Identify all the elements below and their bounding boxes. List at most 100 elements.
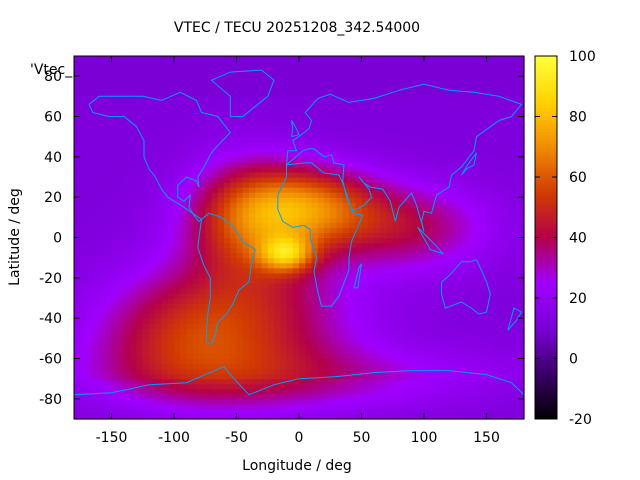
heat-cell: [155, 338, 163, 344]
heat-cell: [374, 96, 381, 102]
heat-cell: [436, 333, 444, 339]
heat-cell: [155, 96, 163, 102]
heat-cell: [430, 101, 438, 108]
heat-cell: [242, 403, 250, 410]
heat-cell: [455, 318, 463, 324]
heat-cell: [317, 141, 325, 148]
heat-cell: [249, 101, 256, 108]
heat-cell: [455, 151, 463, 158]
heat-cell: [130, 292, 138, 299]
heat-cell: [286, 81, 294, 87]
heat-cell: [436, 323, 444, 329]
heat-cell: [255, 91, 263, 97]
heat-cell: [274, 166, 281, 173]
heat-cell: [436, 202, 444, 208]
heat-cell: [186, 413, 194, 420]
heat-cell: [249, 353, 256, 360]
heat-cell: [430, 262, 438, 269]
heat-cell: [261, 408, 269, 415]
heat-cell: [455, 76, 463, 82]
heat-cell: [205, 81, 213, 87]
heat-cell: [286, 202, 294, 208]
heat-cell: [392, 202, 400, 208]
heat-cell: [86, 378, 94, 385]
heat-cell: [86, 187, 94, 193]
heat-cell: [305, 413, 313, 420]
heat-cell: [86, 247, 94, 254]
heat-cell: [236, 151, 244, 158]
heat-cell: [124, 262, 131, 269]
heat-cell: [474, 161, 481, 168]
heat-cell: [486, 287, 494, 294]
heat-cell: [336, 363, 344, 370]
heat-cell: [286, 131, 294, 138]
heat-cell: [99, 363, 106, 370]
heat-cell: [80, 131, 88, 138]
heat-cell: [111, 161, 119, 168]
heat-cell: [349, 222, 356, 229]
heat-cell: [392, 166, 400, 173]
heat-cell: [236, 318, 244, 324]
heat-cell: [161, 398, 169, 405]
heat-cell: [236, 272, 244, 279]
heat-cell: [474, 313, 481, 319]
heat-cell: [205, 287, 213, 294]
heat-cell: [74, 61, 81, 67]
heat-cell: [117, 308, 125, 314]
heat-cell: [311, 81, 319, 87]
heat-cell: [180, 257, 188, 264]
heat-cell: [74, 348, 81, 355]
heat-cell: [149, 187, 156, 193]
heat-cell: [349, 56, 356, 62]
heat-cell: [292, 161, 300, 168]
heat-cell: [142, 66, 150, 72]
heat-cell: [186, 136, 194, 143]
heat-cell: [405, 338, 413, 344]
heat-cell: [480, 66, 488, 72]
heat-cell: [255, 232, 263, 239]
heat-cell: [330, 76, 338, 82]
heat-cell: [480, 298, 488, 304]
heat-cell: [261, 328, 269, 334]
heat-cell: [336, 413, 344, 420]
heat-cell: [124, 393, 131, 400]
heat-cell: [186, 131, 194, 138]
heat-cell: [92, 328, 100, 334]
heat-cell: [305, 101, 313, 108]
heat-cell: [224, 121, 231, 128]
heat-cell: [324, 328, 331, 334]
heat-cell: [111, 237, 119, 244]
heat-cell: [130, 141, 138, 148]
heat-cell: [342, 237, 350, 244]
heat-cell: [424, 171, 431, 178]
heat-cell: [349, 287, 356, 294]
heat-cell: [105, 318, 113, 324]
heat-cell: [155, 207, 163, 213]
heat-cell: [449, 257, 456, 264]
heat-cell: [105, 298, 113, 304]
heat-cell: [361, 282, 369, 289]
heat-cell: [392, 363, 400, 370]
heat-cell: [305, 267, 313, 274]
heat-cell: [299, 192, 306, 198]
heat-cell: [242, 101, 250, 108]
heat-cell: [361, 298, 369, 304]
heat-cell: [349, 393, 356, 400]
heat-cell: [455, 403, 463, 410]
heat-cell: [392, 136, 400, 143]
heat-cell: [74, 262, 81, 269]
heat-cell: [130, 111, 138, 118]
heat-cell: [230, 393, 238, 400]
heat-cell: [436, 61, 444, 67]
heat-cell: [186, 222, 194, 229]
heat-cell: [211, 313, 219, 319]
heat-cell: [155, 101, 163, 108]
heat-cell: [86, 131, 94, 138]
heat-cell: [367, 323, 375, 329]
heat-cell: [380, 81, 388, 87]
heat-cell: [311, 373, 319, 380]
heat-cell: [474, 348, 481, 355]
heat-cell: [199, 177, 206, 183]
heat-cell: [367, 131, 375, 138]
heat-cell: [299, 277, 306, 284]
